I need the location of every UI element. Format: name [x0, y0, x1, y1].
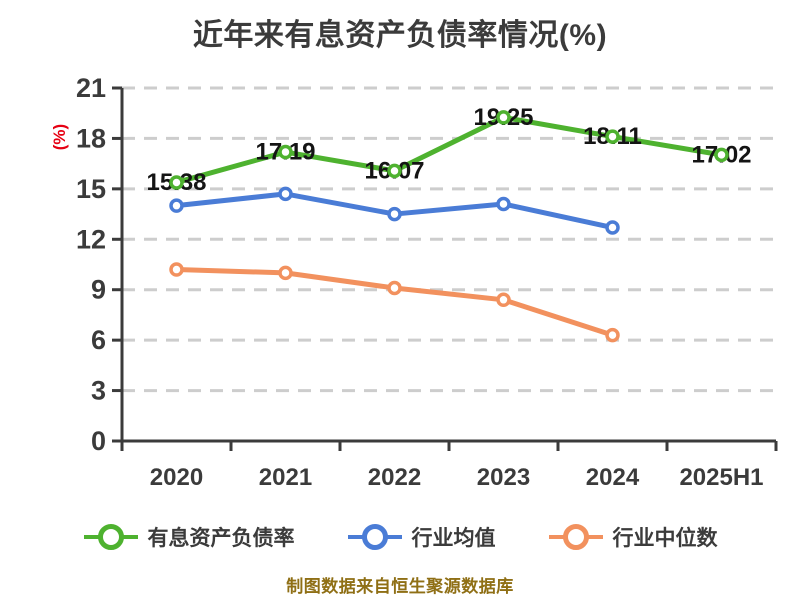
x-tick-label: 2025H1	[679, 464, 763, 491]
legend-item-0: 有息资产负债率	[83, 522, 295, 552]
legend-marker-icon	[548, 524, 603, 550]
y-tick-label: 9	[91, 275, 106, 305]
y-tick-label: 15	[76, 174, 106, 204]
data-point-marker	[496, 196, 511, 212]
x-tick-label: 2022	[368, 464, 421, 491]
data-point-marker	[605, 220, 620, 235]
data-point-marker	[278, 186, 293, 202]
y-tick-label: 18	[76, 123, 106, 153]
data-point-marker	[387, 206, 402, 222]
legend-label: 行业均值	[411, 527, 496, 550]
x-tick-label: 2023	[477, 464, 530, 491]
series-line	[174, 114, 724, 185]
data-point-marker	[169, 198, 184, 213]
x-tick-label: 2024	[586, 464, 640, 491]
legend: 有息资产负债率 行业均值 行业中位数	[0, 514, 800, 560]
data-point-marker	[605, 327, 620, 343]
data-point-marker	[387, 163, 402, 179]
data-point-marker	[714, 147, 729, 163]
x-tick-label: 2020	[150, 464, 203, 491]
legend-label: 有息资产负债率	[147, 527, 295, 550]
y-tick-label: 12	[76, 224, 106, 254]
data-point-marker	[605, 129, 620, 144]
legend-label: 行业中位数	[612, 527, 718, 550]
y-tick-label: 0	[91, 426, 106, 456]
data-point-marker	[387, 280, 402, 296]
line-chart-plot-area: 036912151821202020212022202320242025H115…	[76, 73, 778, 491]
series-line	[174, 267, 615, 338]
legend-item-1: 行业均值	[347, 522, 496, 552]
legend-marker-icon	[347, 524, 402, 550]
legend-item-2: 行业中位数	[548, 522, 718, 552]
y-tick-label: 6	[91, 325, 106, 355]
chart-title: 近年来有息资产负债率情况(%)	[192, 19, 608, 52]
data-point-marker	[496, 110, 511, 125]
y-tick-label: 21	[76, 73, 106, 103]
legend-marker-icon	[83, 524, 138, 550]
data-point-marker	[496, 292, 511, 308]
data-point-marker	[169, 262, 184, 277]
data-point-marker	[169, 175, 184, 190]
x-tick-label: 2021	[259, 464, 312, 491]
y-tick-label: 3	[91, 376, 106, 406]
data-point-marker	[278, 265, 293, 281]
data-point-marker	[278, 144, 293, 160]
data-source-note: 制图数据来自恒生聚源数据库	[286, 577, 514, 596]
